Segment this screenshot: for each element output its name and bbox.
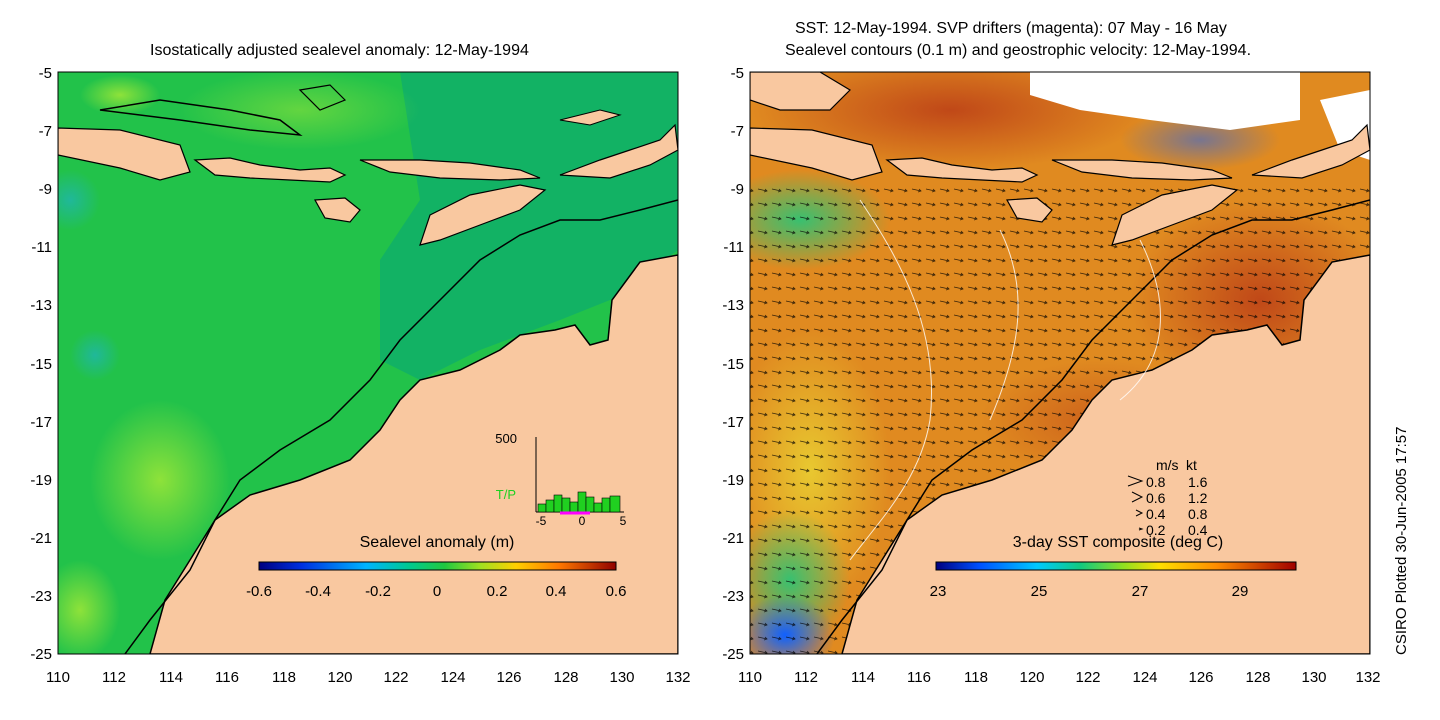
island-chain xyxy=(58,127,191,181)
inset-x-tick: 0 xyxy=(579,514,586,528)
y-tick: -5 xyxy=(731,65,744,82)
legend-kt-value: 1.2 xyxy=(1188,490,1208,506)
y-tick: -11 xyxy=(31,239,52,256)
x-tick: 132 xyxy=(1355,669,1380,686)
sla-colorbar-tick: -0.2 xyxy=(365,583,391,600)
y-tick: -11 xyxy=(723,239,744,256)
right-map-title-line2: Sealevel contours (0.1 m) and geostrophi… xyxy=(785,42,1252,59)
x-tick: 120 xyxy=(327,669,352,686)
legend-kt-value: 0.4 xyxy=(1188,522,1208,538)
y-tick: -7 xyxy=(731,123,744,140)
sst-colorbar-tick: 29 xyxy=(1232,583,1249,600)
x-tick: 126 xyxy=(1188,669,1213,686)
x-tick: 112 xyxy=(794,669,818,686)
inset-series-label: T/P xyxy=(496,487,516,502)
legend-header-kt: kt xyxy=(1186,457,1197,473)
x-tick: 124 xyxy=(1132,669,1157,686)
y-tick: -5 xyxy=(39,65,52,82)
x-tick: 122 xyxy=(383,669,408,686)
y-tick: -9 xyxy=(39,181,52,198)
y-tick: -21 xyxy=(722,530,744,547)
legend-header-ms: m/s xyxy=(1156,457,1179,473)
x-tick: 126 xyxy=(496,669,521,686)
left-y-axis: -5 -7 -9 -11 -13 -15 -17 -19 -21 -23 -25 xyxy=(30,65,52,663)
x-tick: 130 xyxy=(1301,669,1326,686)
velocity-legend: m/s kt 0.8 1.6 0.6 1.2 0.4 0.8 0.2 0.4 xyxy=(1127,457,1208,538)
y-tick: -13 xyxy=(30,297,52,314)
left-map: 110 112 114 116 118 120 122 124 126 128 … xyxy=(30,65,690,686)
sst-colorbar-tick: 27 xyxy=(1132,583,1149,600)
sst-colorbar-label: 3-day SST composite (deg C) xyxy=(1013,534,1223,551)
sst-colorbar-tick: 23 xyxy=(930,583,947,600)
left-map-title: Isostatically adjusted sealevel anomaly:… xyxy=(150,42,529,59)
x-tick: 128 xyxy=(553,669,578,686)
sst-colorbar-tick: 25 xyxy=(1031,583,1048,600)
right-map: 110 112 114 116 118 120 122 124 126 128 … xyxy=(722,65,1380,686)
x-tick: 114 xyxy=(851,669,875,686)
y-tick: -23 xyxy=(30,588,52,605)
y-tick: -15 xyxy=(722,356,744,373)
legend-ms-value: 0.4 xyxy=(1146,506,1166,522)
y-tick: -23 xyxy=(722,588,744,605)
y-tick: -25 xyxy=(30,646,52,663)
sla-colorbar-tick: 0.2 xyxy=(487,583,508,600)
sla-colorbar-tick: 0.6 xyxy=(606,583,627,600)
sla-colorbar: Sealevel anomaly (m) -0.6 -0.4 -0.2 0 0.… xyxy=(246,534,626,600)
y-tick: -9 xyxy=(731,181,744,198)
offshore-region xyxy=(380,72,678,380)
y-tick: -19 xyxy=(30,472,52,489)
x-tick: 122 xyxy=(1075,669,1100,686)
credit-label: CSIRO Plotted 30-Jun-2005 17:57 xyxy=(1393,426,1410,655)
tp-inset-histogram: 500 T/P -5 0 5 xyxy=(495,431,626,528)
x-tick: 128 xyxy=(1245,669,1270,686)
x-tick: 110 xyxy=(738,669,762,686)
y-tick: -13 xyxy=(722,297,744,314)
right-x-axis: 110 112 114 116 118 120 122 124 126 128 … xyxy=(738,669,1380,686)
sla-colorbar-tick: 0.4 xyxy=(546,583,567,600)
x-tick: 118 xyxy=(964,669,988,686)
x-tick: 132 xyxy=(665,669,690,686)
left-x-axis: 110 112 114 116 118 120 122 124 126 128 … xyxy=(46,669,690,686)
x-tick: 130 xyxy=(609,669,634,686)
x-tick: 124 xyxy=(440,669,465,686)
y-tick: -7 xyxy=(39,123,52,140)
y-tick: -15 xyxy=(30,356,52,373)
legend-ms-value: 0.6 xyxy=(1146,490,1166,506)
y-tick: -17 xyxy=(30,414,52,431)
sla-colorbar-label: Sealevel anomaly (m) xyxy=(360,534,515,551)
x-tick: 118 xyxy=(272,669,296,686)
inset-x-tick: -5 xyxy=(536,514,547,528)
inset-y-label: 500 xyxy=(495,431,517,446)
legend-ms-value: 0.2 xyxy=(1146,522,1166,538)
australia-landmass xyxy=(149,254,678,654)
y-tick: -21 xyxy=(30,530,52,547)
sst-colorbar: 3-day SST composite (deg C) 23 25 27 29 xyxy=(930,534,1297,600)
x-tick: 112 xyxy=(102,669,126,686)
y-tick: -17 xyxy=(722,414,744,431)
australia-landmass xyxy=(841,254,1370,654)
x-tick: 120 xyxy=(1019,669,1044,686)
sla-colorbar-tick: 0 xyxy=(433,583,441,600)
right-y-axis: -5 -7 -9 -11 -13 -15 -17 -19 -21 -23 -25 xyxy=(722,65,744,663)
x-tick: 114 xyxy=(159,669,183,686)
x-tick: 116 xyxy=(215,669,239,686)
y-tick: -19 xyxy=(722,472,744,489)
legend-kt-value: 1.6 xyxy=(1188,474,1208,490)
sla-colorbar-tick: -0.6 xyxy=(246,583,272,600)
inset-x-tick: 5 xyxy=(620,514,627,528)
y-tick: -25 xyxy=(722,646,744,663)
x-tick: 116 xyxy=(907,669,931,686)
x-tick: 110 xyxy=(46,669,70,686)
legend-kt-value: 0.8 xyxy=(1188,506,1208,522)
legend-ms-value: 0.8 xyxy=(1146,474,1166,490)
right-map-title-line1: SST: 12-May-1994. SVP drifters (magenta)… xyxy=(795,20,1227,37)
sla-colorbar-tick: -0.4 xyxy=(305,583,331,600)
